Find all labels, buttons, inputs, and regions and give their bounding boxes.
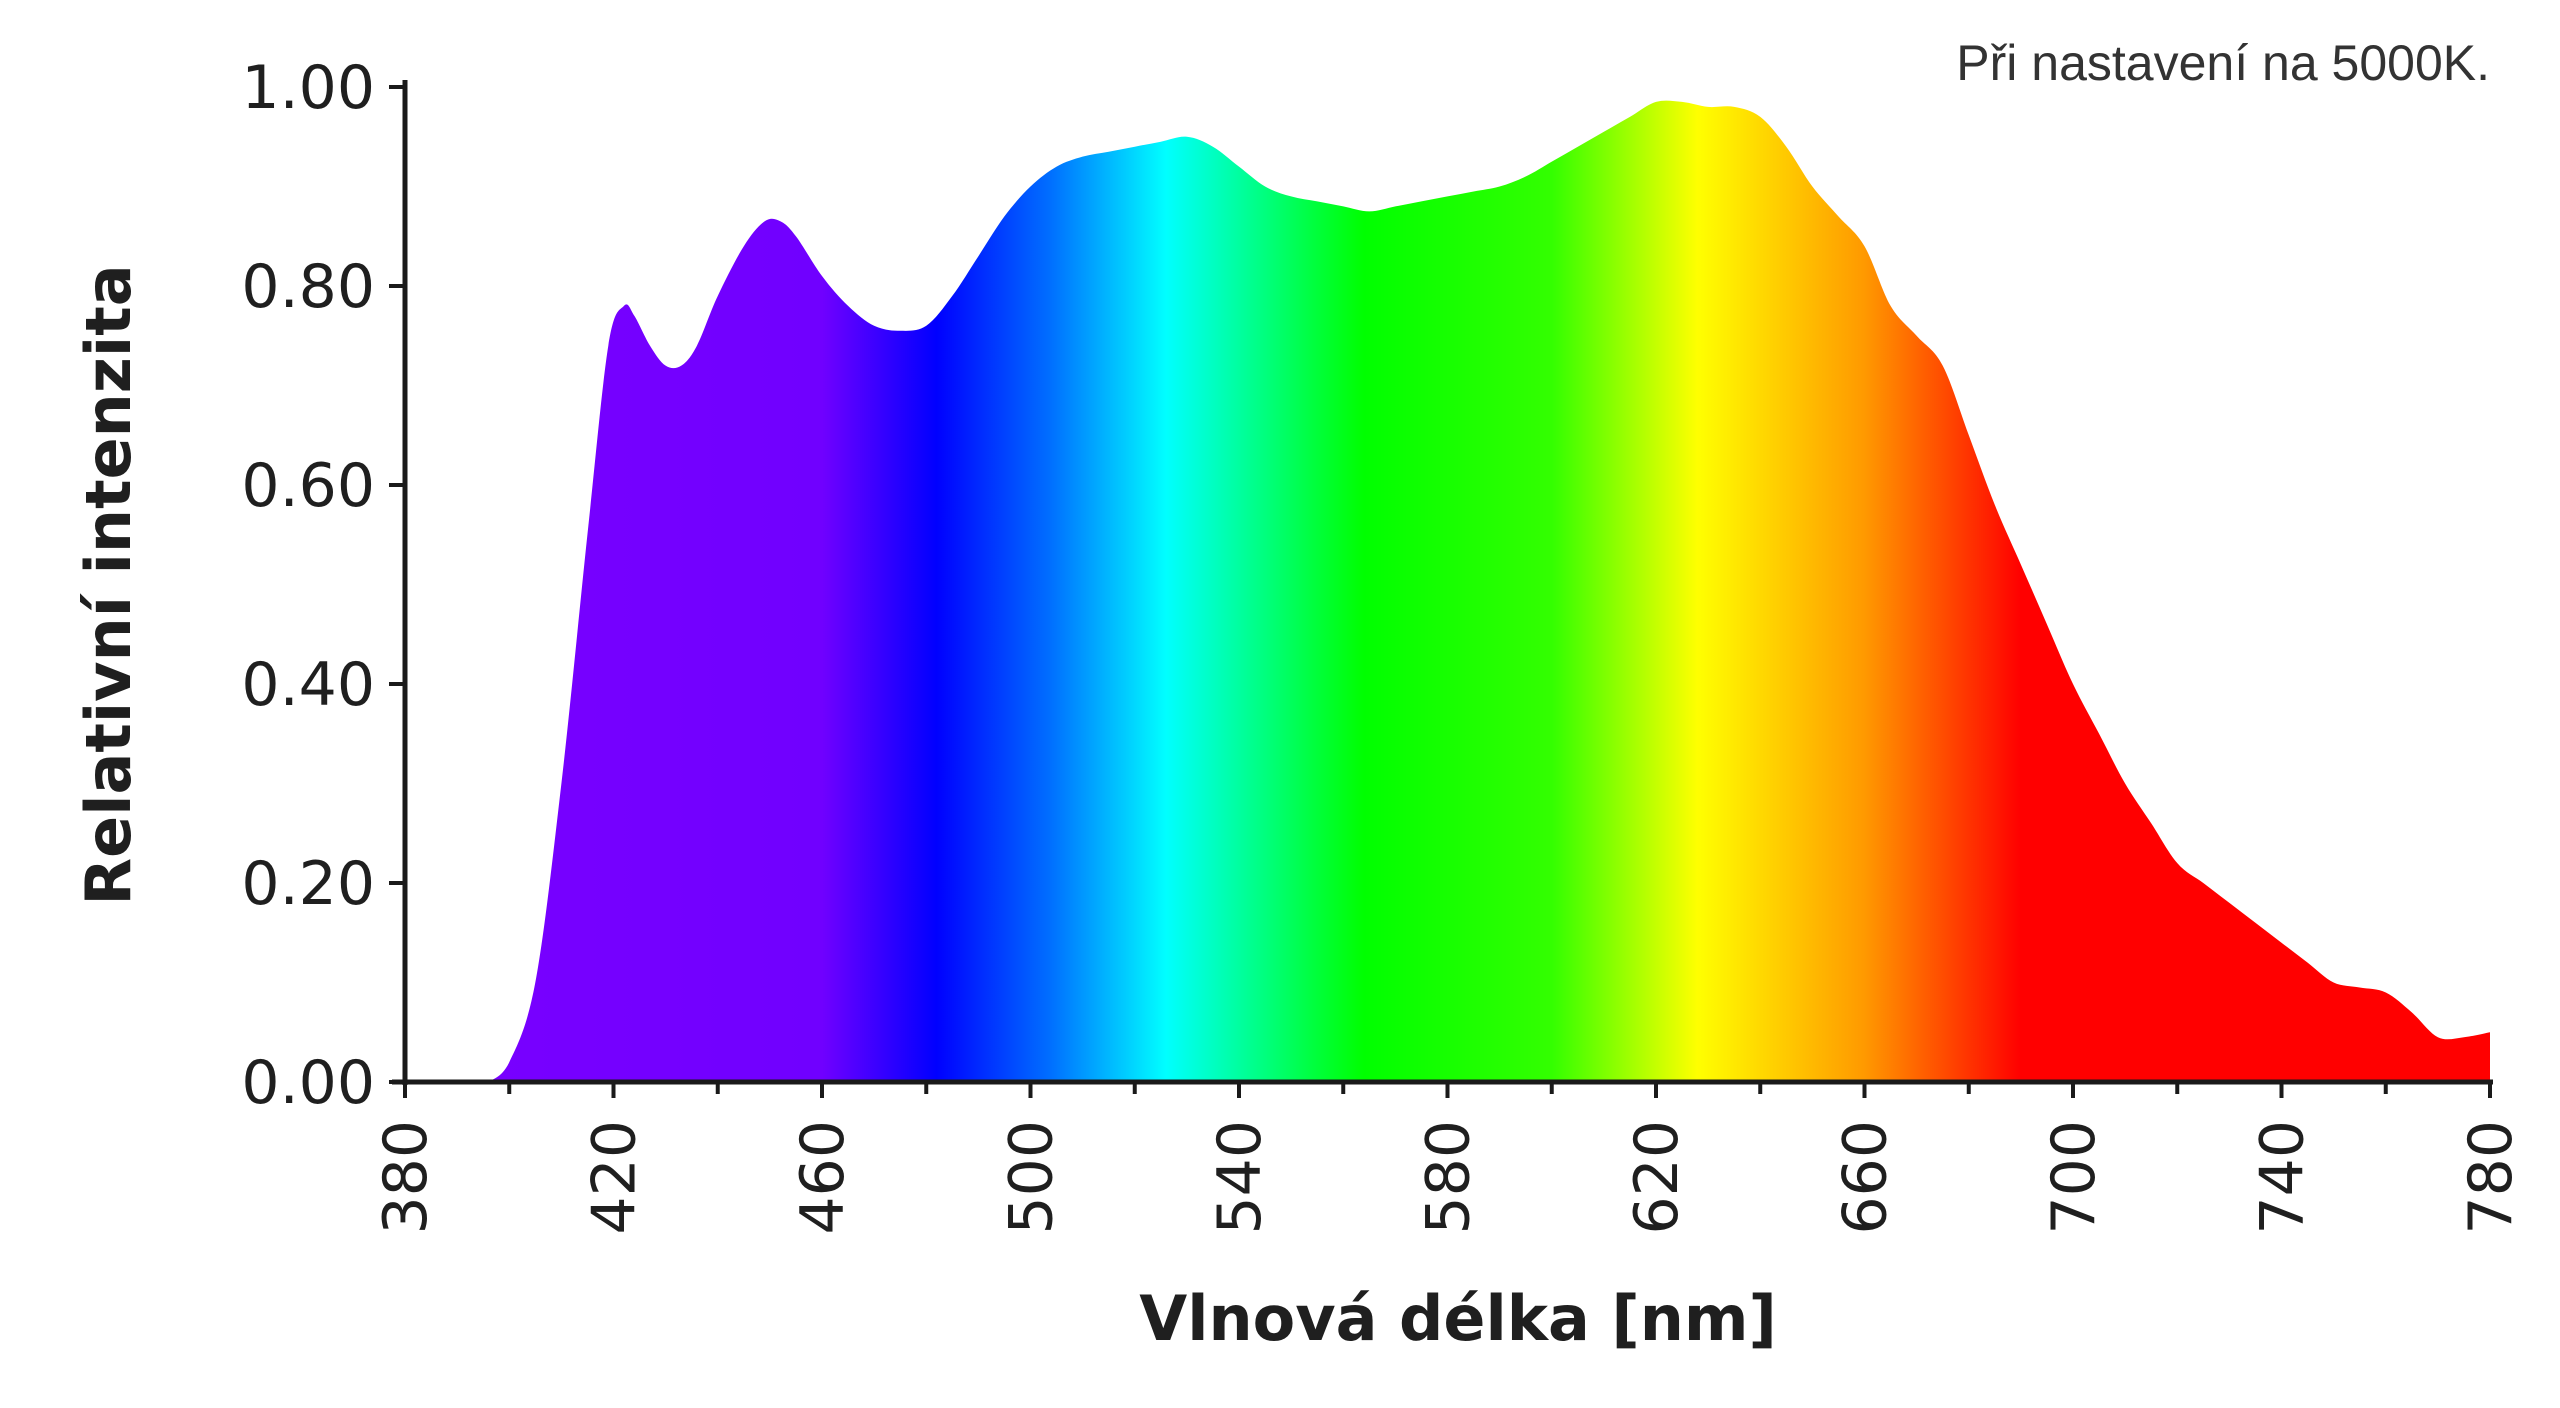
x-tick-label: 380 [371, 1120, 441, 1235]
x-tick-label: 620 [1622, 1120, 1692, 1235]
x-tick-label: 420 [580, 1120, 650, 1235]
x-tick-label: 660 [1831, 1120, 1901, 1235]
y-axis-title: Relativní intenzita [72, 264, 145, 905]
x-tick-label: 580 [1414, 1120, 1484, 1235]
y-tick-label: 0.40 [241, 650, 375, 720]
x-tick-label: 460 [788, 1120, 858, 1235]
y-tick-label: 0.60 [241, 451, 375, 521]
x-tick-label: 540 [1205, 1120, 1275, 1235]
settings-note: Při nastavení na 5000K. [1956, 35, 2490, 91]
x-tick-label: 500 [997, 1120, 1067, 1235]
spectrum-area [488, 100, 2490, 1083]
x-tick-label: 780 [2456, 1120, 2526, 1235]
y-tick-label: 0.20 [241, 849, 375, 919]
y-tick-label: 0.80 [241, 252, 375, 322]
x-axis-title: Vlnová délka [nm] [1139, 1282, 1777, 1355]
x-tick-label: 700 [2039, 1120, 2109, 1235]
y-tick-label: 0.00 [241, 1048, 375, 1118]
x-tick-label: 740 [2248, 1120, 2318, 1235]
y-tick-label: 1.00 [241, 53, 375, 123]
